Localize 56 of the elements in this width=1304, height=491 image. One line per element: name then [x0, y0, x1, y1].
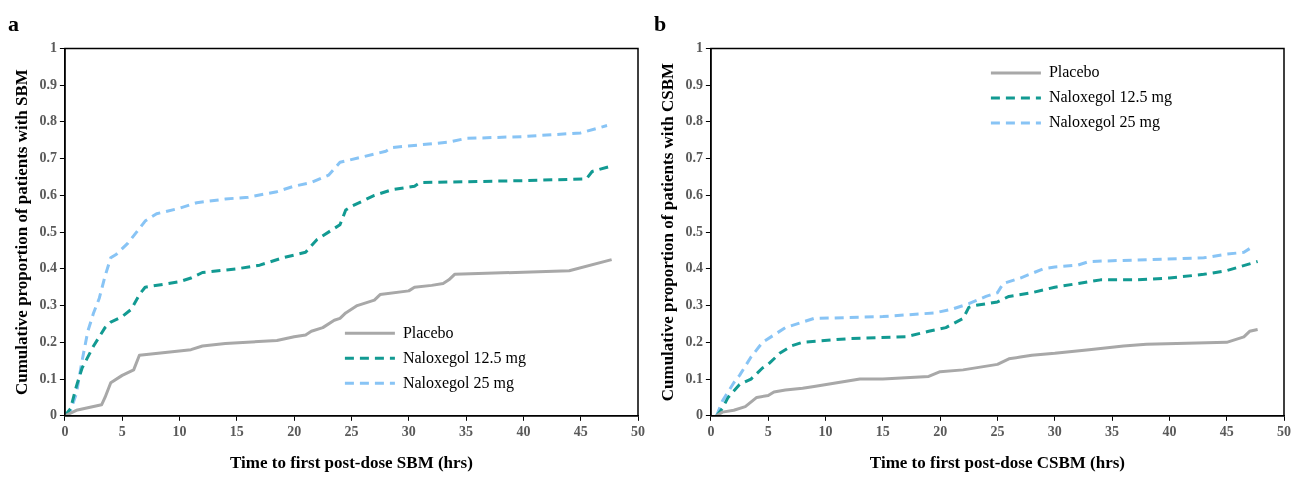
y-tick-label: 0.4: [685, 260, 703, 276]
x-tick-label: 0: [707, 423, 715, 439]
legend-label: Naloxegol 12.5 mg: [402, 348, 526, 367]
y-tick-label: 0.8: [39, 113, 57, 129]
chart-title: a: [8, 10, 19, 36]
x-tick-label: 45: [1219, 423, 1234, 439]
y-tick-label: 0.9: [685, 76, 703, 92]
y-axis-title: Cumulative proportion of patients with SBM: [11, 69, 31, 396]
legend-label: Naloxegol 25 mg: [402, 373, 514, 392]
y-tick-label: 0.2: [39, 333, 57, 349]
y-tick-label: 1: [49, 40, 57, 56]
x-tick-label: 15: [875, 423, 890, 439]
x-axis-title: Time to first post-dose SBM (hrs): [230, 453, 473, 473]
y-axis-title: Cumulative proportion of patients with CSBM: [657, 62, 677, 402]
y-tick-label: 0.5: [685, 223, 703, 239]
y-tick-label: 0.4: [39, 260, 57, 276]
x-tick-label: 5: [764, 423, 772, 439]
y-tick-label: 0: [49, 407, 57, 423]
y-tick-label: 0.8: [685, 113, 703, 129]
x-tick-label: 30: [1047, 423, 1062, 439]
y-tick-label: 0.1: [685, 370, 703, 386]
legend-label: Naloxegol 12.5 mg: [1048, 88, 1172, 107]
chart-title: b: [654, 10, 667, 36]
x-tick-label: 40: [516, 423, 531, 439]
x-tick-label: 45: [573, 423, 588, 439]
x-tick-label: 35: [1105, 423, 1120, 439]
y-tick-label: 0.6: [39, 186, 57, 202]
legend-label: Placebo: [402, 323, 454, 341]
x-axis-title: Time to first post-dose CSBM (hrs): [869, 453, 1126, 473]
y-tick-label: 0.1: [39, 370, 57, 386]
y-tick-label: 0.3: [685, 297, 703, 313]
y-tick-label: 0.7: [685, 150, 703, 166]
x-tick-label: 50: [631, 423, 645, 439]
x-tick-label: 30: [401, 423, 416, 439]
x-tick-label: 0: [61, 423, 69, 439]
y-tick-label: 0.3: [39, 297, 57, 313]
x-tick-label: 5: [118, 423, 126, 439]
x-tick-label: 25: [990, 423, 1005, 439]
y-tick-label: 0.5: [39, 223, 57, 239]
y-tick-label: 1: [695, 40, 703, 56]
x-tick-label: 50: [1277, 423, 1291, 439]
legend-label: Placebo: [1048, 63, 1100, 81]
x-tick-label: 25: [344, 423, 359, 439]
y-tick-label: 0.2: [685, 333, 703, 349]
x-tick-label: 10: [818, 423, 833, 439]
y-tick-label: 0.7: [39, 150, 57, 166]
y-tick-label: 0.6: [685, 186, 703, 202]
x-tick-label: 35: [459, 423, 474, 439]
x-tick-label: 20: [287, 423, 302, 439]
x-tick-label: 40: [1162, 423, 1177, 439]
x-tick-label: 10: [172, 423, 187, 439]
x-tick-label: 15: [229, 423, 244, 439]
y-tick-label: 0.9: [39, 76, 57, 92]
x-tick-label: 20: [933, 423, 948, 439]
legend-label: Naloxegol 25 mg: [1048, 113, 1160, 132]
y-tick-label: 0: [695, 407, 703, 423]
